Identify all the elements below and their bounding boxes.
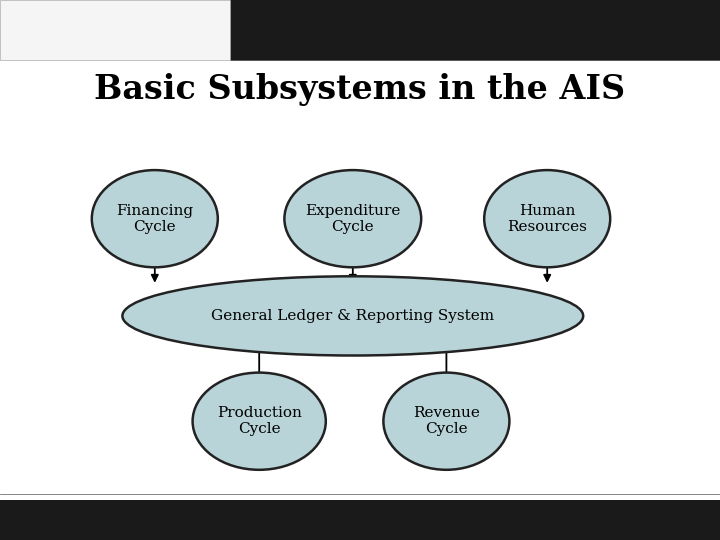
Text: http://www.gunadarma.ac.id: http://www.gunadarma.ac.id [14,47,104,52]
Text: General Ledger & Reporting System: General Ledger & Reporting System [211,309,495,323]
Text: Gunadarma: Gunadarma [14,12,83,22]
Ellipse shape [485,170,611,267]
Text: 6/total: 6/total [661,513,707,526]
Bar [0,0,230,60]
Ellipse shape [122,276,583,355]
Text: Sistem Informasi Akuntansi: Sistem Informasi Akuntansi [342,23,551,38]
Ellipse shape [383,373,510,470]
Bar [0,500,720,540]
Text: Revenue
Cycle: Revenue Cycle [413,406,480,436]
Bar [230,0,720,60]
Ellipse shape [92,170,218,267]
Text: Financing
Cycle: Financing Cycle [116,204,194,234]
Text: Human
Resources: Human Resources [508,204,587,234]
Text: uG University: uG University [14,30,81,40]
Text: Production
Cycle: Production Cycle [217,406,302,436]
Ellipse shape [284,170,421,267]
Text: Basic Subsystems in the AIS: Basic Subsystems in the AIS [94,72,626,106]
Ellipse shape [193,373,325,470]
Text: Tinjauan Menyeluruh Proses Bisnis: Tinjauan Menyeluruh Proses Bisnis [139,513,379,526]
Text: Expenditure
Cycle: Expenditure Cycle [305,204,400,234]
